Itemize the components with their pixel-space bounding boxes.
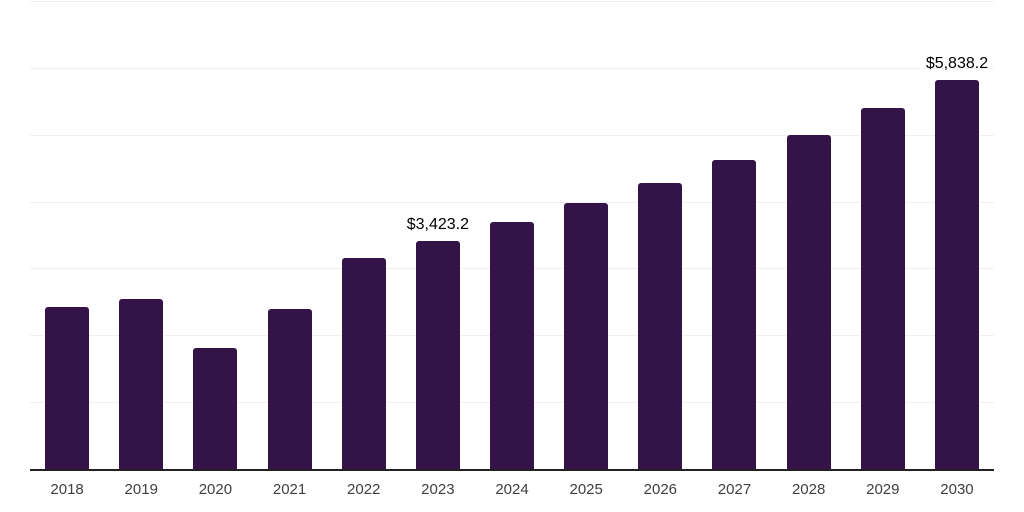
gridline-6000 [30,67,994,69]
x-tick-2028: 2028 [791,481,826,498]
bar-band-2024 [475,2,549,470]
x-tick-2025: 2025 [569,481,603,498]
bar-2022 [341,258,386,470]
x-tick-2030: 2030 [940,481,974,498]
x-tick-2027: 2027 [717,481,752,498]
bar-band-2027 [697,2,771,470]
bar-band-2020 [178,2,252,470]
bar-band-2022 [327,2,401,470]
bar-2026 [638,182,683,470]
bar-band-2025 [549,2,623,470]
bar-2020 [193,348,238,470]
bar-band-2018 [30,2,104,470]
data-label-2030: $5,838.2 [925,54,989,72]
bar-2019 [119,298,164,470]
x-tick-2022: 2022 [347,481,381,498]
x-tick-2029: 2029 [866,481,900,498]
bar-2021 [267,308,312,470]
bar-2018 [45,306,90,470]
x-tick-2018: 2018 [50,481,84,498]
x-axis: 2018 2019 2020 2021 2022 2023 2024 2025 2026 2027… [30,481,994,498]
x-tick-2021: 2021 [272,481,307,498]
bar-2028 [786,135,831,470]
bar-2025 [564,202,609,470]
x-tick-2024: 2024 [495,481,529,498]
bar-band-2019 [104,2,178,470]
bar-band-2029 [846,2,920,470]
bar-band-2026 [623,2,697,470]
x-axis-line [30,469,994,471]
x-tick-2026: 2026 [643,481,678,498]
bar-band-2028 [772,2,846,470]
bar-2029 [860,107,905,470]
bar-band-2021 [252,2,326,470]
gridline-4000 [30,201,994,203]
x-tick-2023: 2023 [421,481,455,498]
gridline-7000 [30,1,994,2]
bar-2030: $5,838.2 [926,55,988,470]
x-tick-2019: 2019 [124,481,158,498]
bar-band-2023: $3,423.2 [401,2,475,470]
bar-band-2030: $5,838.2 [920,2,994,470]
bar-2027 [712,159,757,470]
gridline-5000 [30,134,994,136]
x-tick-2020: 2020 [198,481,233,498]
bar-2023: $3,423.2 [407,216,469,470]
data-label-2023: $3,423.2 [406,216,469,234]
plot-area: $3,423.2 $5,838.2 [30,1,994,470]
bar-2024 [490,221,535,470]
